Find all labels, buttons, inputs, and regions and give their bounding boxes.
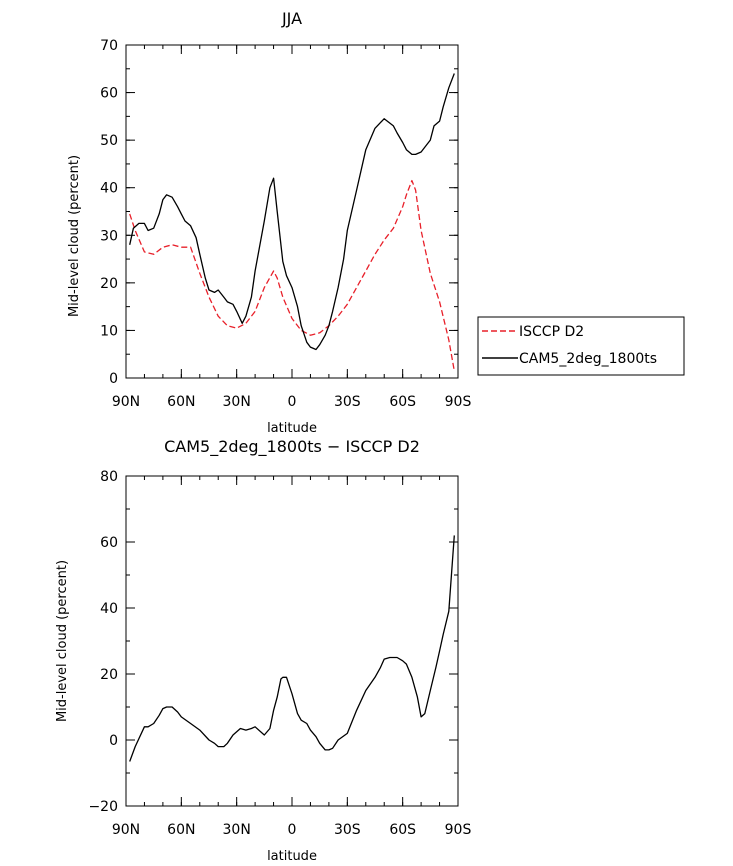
x-tick-label: 90S <box>445 394 472 410</box>
x-tick-label: 60S <box>389 394 416 410</box>
legend-box <box>477 316 685 376</box>
y-tick-label: 40 <box>100 181 118 197</box>
legend-label-cam5: CAM5_2deg_1800ts <box>519 351 657 367</box>
legend-label-isccp: ISCCP D2 <box>519 324 584 340</box>
x-tick-label: 90N <box>112 394 140 410</box>
y-tick-label: −20 <box>88 799 118 815</box>
x-tick-label: 90S <box>445 822 472 838</box>
y-tick-label: 20 <box>100 276 118 292</box>
y-tick-label: 60 <box>100 535 118 551</box>
y-tick-label: 20 <box>100 667 118 683</box>
x-tick-label: 90N <box>112 822 140 838</box>
y-tick-label: 0 <box>109 371 118 387</box>
x-tick-label: 0 <box>288 822 297 838</box>
x-axis-label: latitude <box>267 421 317 436</box>
y-tick-label: 40 <box>100 601 118 617</box>
chart-difference: CAM5_2deg_1800ts − ISCCP D2 latitude Mid… <box>55 437 471 864</box>
series-line-cam5-2deg-1800ts <box>129 73 455 351</box>
chart-jja: JJA latitude Mid-level cloud (percent) 9… <box>67 9 471 436</box>
y-tick-label: 10 <box>100 323 118 339</box>
y-tick-label: 80 <box>100 469 118 485</box>
x-tick-label: 30N <box>223 822 251 838</box>
x-tick-label: 60S <box>389 822 416 838</box>
y-axis-label: Mid-level cloud (percent) <box>67 155 82 317</box>
x-tick-label: 60N <box>167 822 195 838</box>
series-line-difference <box>129 535 455 762</box>
x-tick-label: 30S <box>334 394 361 410</box>
chart-title: JJA <box>281 9 302 28</box>
x-tick-label: 30S <box>334 822 361 838</box>
y-tick-label: 0 <box>109 733 118 749</box>
y-tick-label: 60 <box>100 86 118 102</box>
x-tick-label: 0 <box>288 394 297 410</box>
y-tick-label: 30 <box>100 228 118 244</box>
y-tick-label: 50 <box>100 133 118 149</box>
x-axis-label: latitude <box>267 849 317 864</box>
series-line-isccp-d2 <box>129 179 455 372</box>
legend: ISCCP D2 CAM5_2deg_1800ts <box>477 316 685 376</box>
x-tick-label: 60N <box>167 394 195 410</box>
plot-frame <box>125 475 459 807</box>
plot-frame <box>125 44 459 379</box>
y-tick-label: 70 <box>100 38 118 54</box>
chart-title: CAM5_2deg_1800ts − ISCCP D2 <box>164 437 420 457</box>
y-axis-label: Mid-level cloud (percent) <box>55 560 70 722</box>
x-tick-label: 30N <box>223 394 251 410</box>
